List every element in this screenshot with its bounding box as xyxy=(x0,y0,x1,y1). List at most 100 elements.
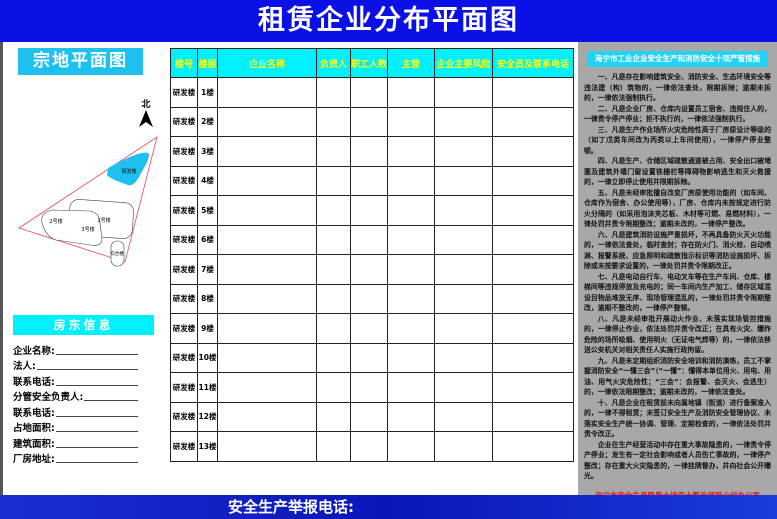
empty-cell[interactable] xyxy=(217,342,317,373)
empty-cell[interactable] xyxy=(350,77,388,108)
owner-field-blank[interactable] xyxy=(55,415,138,417)
empty-cell[interactable] xyxy=(217,313,317,344)
empty-cell[interactable] xyxy=(387,136,435,167)
empty-cell[interactable] xyxy=(350,106,388,137)
empty-cell[interactable] xyxy=(434,106,493,137)
empty-cell[interactable] xyxy=(350,165,388,196)
empty-cell[interactable] xyxy=(492,224,574,255)
empty-cell[interactable] xyxy=(492,431,574,462)
column-header: 楼号 xyxy=(170,48,198,78)
empty-cell[interactable] xyxy=(434,165,493,196)
empty-cell[interactable] xyxy=(350,372,388,403)
empty-cell[interactable] xyxy=(492,372,574,403)
empty-cell[interactable] xyxy=(350,401,388,432)
owner-field-blank[interactable] xyxy=(55,446,138,448)
empty-cell[interactable] xyxy=(492,136,574,167)
empty-cell[interactable] xyxy=(387,431,435,462)
empty-cell[interactable] xyxy=(316,254,351,285)
empty-cell[interactable] xyxy=(434,136,493,167)
empty-cell[interactable] xyxy=(217,372,317,403)
empty-cell[interactable] xyxy=(316,342,351,373)
empty-cell[interactable] xyxy=(434,283,493,314)
empty-cell[interactable] xyxy=(387,283,435,314)
empty-cell[interactable] xyxy=(434,342,493,373)
empty-cell[interactable] xyxy=(387,313,435,344)
empty-cell[interactable] xyxy=(316,224,351,255)
owner-field-blank[interactable] xyxy=(84,400,138,401)
site-plan-title: 宗地平面图 xyxy=(18,48,143,75)
owner-field: 分管安全负责人: xyxy=(13,388,138,403)
empty-cell[interactable] xyxy=(434,224,493,255)
empty-cell[interactable] xyxy=(316,165,351,196)
owner-field-blank[interactable] xyxy=(55,462,138,463)
empty-cell[interactable] xyxy=(217,283,317,314)
empty-cell[interactable] xyxy=(492,77,574,108)
empty-cell[interactable] xyxy=(492,283,574,314)
empty-cell[interactable] xyxy=(217,254,317,285)
table-header-row: 楼号 楼层 企业名称 负责人 职工人数 主营 企业主要风险 安全员及联系电话 xyxy=(170,48,574,78)
empty-cell[interactable] xyxy=(387,372,435,403)
empty-cell[interactable] xyxy=(316,283,351,314)
regulation-item: 企业在生产经营活动中存在重大事故隐患的，一律责令停产停业；发生有一定社会影响或者… xyxy=(584,440,771,481)
empty-cell[interactable] xyxy=(492,165,574,196)
empty-cell[interactable] xyxy=(434,372,493,403)
table-row: 研发楼 7楼 xyxy=(170,254,574,285)
empty-cell[interactable] xyxy=(316,195,351,226)
empty-cell[interactable] xyxy=(387,224,435,255)
floor-cell: 5楼 xyxy=(197,195,218,226)
empty-cell[interactable] xyxy=(492,342,574,373)
empty-cell[interactable] xyxy=(217,224,317,255)
empty-cell[interactable] xyxy=(217,106,317,137)
empty-cell[interactable] xyxy=(217,401,317,432)
empty-cell[interactable] xyxy=(316,401,351,432)
empty-cell[interactable] xyxy=(434,254,493,285)
empty-cell[interactable] xyxy=(350,224,388,255)
empty-cell[interactable] xyxy=(316,77,351,108)
empty-cell[interactable] xyxy=(492,313,574,344)
regulation-item: 三、凡是生产作业场所火灾危险性高于厂房原设计等级的（如丁戊类车间改为丙类以上车间… xyxy=(584,125,771,155)
owner-field-blank[interactable] xyxy=(55,384,138,386)
empty-cell[interactable] xyxy=(387,342,435,373)
empty-cell[interactable] xyxy=(350,136,388,167)
empty-cell[interactable] xyxy=(387,195,435,226)
empty-cell[interactable] xyxy=(316,431,351,462)
empty-cell[interactable] xyxy=(492,254,574,285)
owner-field-blank[interactable] xyxy=(55,353,138,355)
owner-field: 法人: xyxy=(13,357,138,372)
empty-cell[interactable] xyxy=(217,165,317,196)
empty-cell[interactable] xyxy=(492,195,574,226)
regulations-panel: 海宁市工业企业安全生产和消防安全十项严管措施 一、凡是存在影响建筑安全、消防安全… xyxy=(578,42,777,500)
floor-cell: 6楼 xyxy=(197,224,218,255)
empty-cell[interactable] xyxy=(350,195,388,226)
empty-cell[interactable] xyxy=(350,254,388,285)
empty-cell[interactable] xyxy=(217,195,317,226)
empty-cell[interactable] xyxy=(316,372,351,403)
empty-cell[interactable] xyxy=(387,77,435,108)
empty-cell[interactable] xyxy=(217,431,317,462)
empty-cell[interactable] xyxy=(387,401,435,432)
empty-cell[interactable] xyxy=(350,431,388,462)
owner-field-blank[interactable] xyxy=(36,369,138,370)
building-cell: 研发楼 xyxy=(170,224,198,255)
empty-cell[interactable] xyxy=(316,106,351,137)
owner-field-blank[interactable] xyxy=(55,431,138,432)
empty-cell[interactable] xyxy=(387,254,435,285)
empty-cell[interactable] xyxy=(434,431,493,462)
building-complex xyxy=(110,240,125,267)
empty-cell[interactable] xyxy=(350,313,388,344)
empty-cell[interactable] xyxy=(350,283,388,314)
empty-cell[interactable] xyxy=(492,401,574,432)
empty-cell[interactable] xyxy=(434,77,493,108)
empty-cell[interactable] xyxy=(387,106,435,137)
table-row: 研发楼 13楼 xyxy=(170,431,574,462)
empty-cell[interactable] xyxy=(434,401,493,432)
empty-cell[interactable] xyxy=(217,136,317,167)
empty-cell[interactable] xyxy=(434,313,493,344)
empty-cell[interactable] xyxy=(316,136,351,167)
empty-cell[interactable] xyxy=(492,106,574,137)
empty-cell[interactable] xyxy=(434,195,493,226)
empty-cell[interactable] xyxy=(387,165,435,196)
empty-cell[interactable] xyxy=(350,342,388,373)
empty-cell[interactable] xyxy=(316,313,351,344)
empty-cell[interactable] xyxy=(217,77,317,108)
